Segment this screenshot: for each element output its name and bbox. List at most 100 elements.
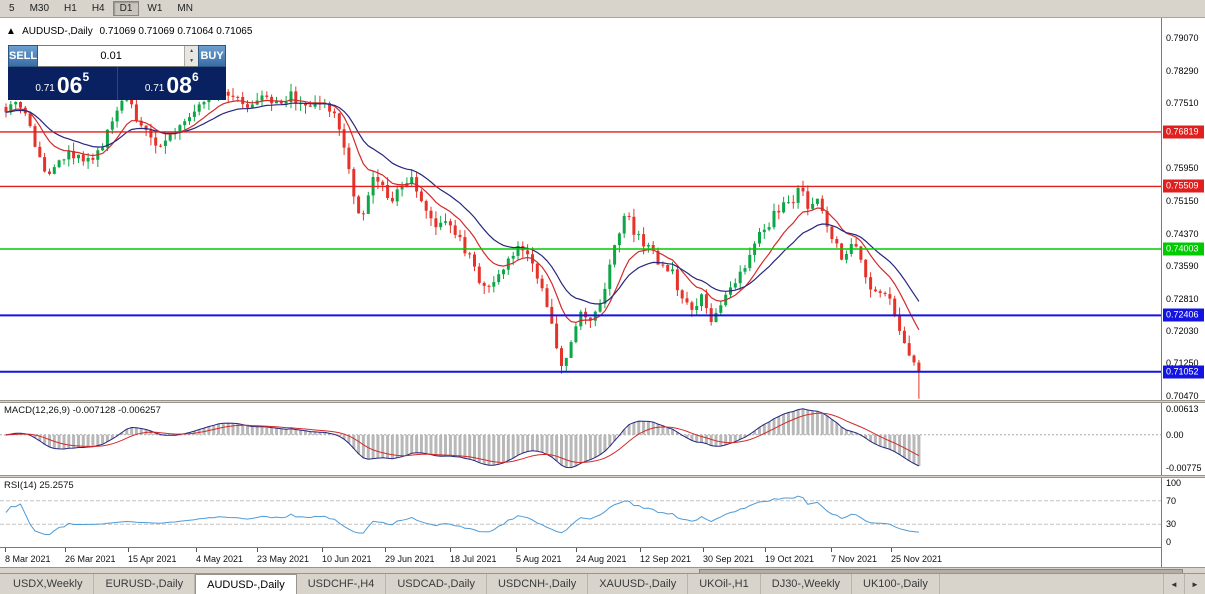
- macd-label: MACD(12,26,9) -0.007128 -0.006257: [4, 405, 161, 416]
- price-level-badge: 0.71052: [1163, 365, 1204, 379]
- timeframe-button-mn[interactable]: MN: [170, 1, 200, 16]
- chart-tab-eurusd-daily[interactable]: EURUSD-,Daily: [94, 574, 196, 594]
- trade-buttons-row: SELL ▲ ▼ BUY: [8, 45, 226, 67]
- price-axis-label: 0.75150: [1166, 196, 1199, 207]
- volume-increase-button[interactable]: ▲: [185, 46, 199, 56]
- price-axis-label: 0.79070: [1166, 33, 1199, 44]
- price-level-badge: 0.72406: [1163, 308, 1204, 322]
- date-axis-label: 12 Sep 2021: [640, 554, 692, 564]
- date-axis-tick: [576, 548, 577, 552]
- sell-button[interactable]: SELL: [8, 45, 39, 67]
- sell-price-prefix: 0.71: [35, 83, 55, 94]
- chart-tab-usdcad-daily[interactable]: USDCAD-,Daily: [386, 574, 487, 594]
- chart-title: ▲ AUDUSD-,Daily 0.71069 0.71069 0.71064 …: [6, 26, 256, 37]
- date-axis-label: 29 Jun 2021: [385, 554, 435, 564]
- chart-tab-uk100-daily[interactable]: UK100-,Daily: [852, 574, 940, 594]
- timeframe-button-5[interactable]: 5: [2, 1, 22, 16]
- macd-indicator-pane: MACD(12,26,9) -0.007128 -0.006257: [0, 403, 1205, 475]
- rsi-axis-label: 100: [1166, 478, 1182, 488]
- buy-price-big-digits: 08: [166, 72, 192, 99]
- pane-splitter[interactable]: [0, 475, 1205, 478]
- price-axis-label: 0.75950: [1166, 163, 1199, 174]
- price-level-badge: 0.74003: [1163, 242, 1204, 256]
- tab-scroll-buttons: ◄ ►: [1163, 574, 1205, 594]
- chart-tab-audusd-daily[interactable]: AUDUSD-,Daily: [195, 574, 297, 594]
- chart-tab-usdchf-h4[interactable]: USDCHF-,H4: [297, 574, 387, 594]
- price-axis-label: 0.77510: [1166, 98, 1199, 109]
- price-divider: [116, 67, 118, 100]
- date-axis-tick: [640, 548, 641, 552]
- chart-tab-xauusd-daily[interactable]: XAUUSD-,Daily: [588, 574, 689, 594]
- date-axis-label: 26 Mar 2021: [65, 554, 116, 564]
- timeframe-button-h4[interactable]: H4: [85, 1, 112, 16]
- rsi-axis-label: 0: [1166, 537, 1172, 547]
- price-level-badge: 0.76819: [1163, 125, 1204, 139]
- sell-price-big-digits: 06: [56, 72, 83, 99]
- timeframe-toolbar: 5 M30 H1 H4 D1 W1 MN: [0, 0, 1205, 18]
- date-axis-tick: [831, 548, 832, 552]
- date-axis-label: 18 Jul 2021: [450, 554, 497, 564]
- date-axis-tick: [257, 548, 258, 552]
- date-axis-tick: [322, 548, 323, 552]
- volume-input[interactable]: [38, 46, 185, 66]
- one-click-trading-panel: SELL ▲ ▼ BUY 0.71 06 5 0.71: [8, 45, 226, 100]
- date-axis-label: 7 Nov 2021: [831, 554, 878, 564]
- rsi-canvas[interactable]: [0, 478, 1161, 547]
- macd-canvas[interactable]: [0, 403, 1161, 475]
- chart-symbol-label: AUDUSD-,Daily: [22, 26, 93, 37]
- date-axis-tick: [128, 548, 129, 552]
- buy-button[interactable]: BUY: [198, 45, 226, 67]
- price-axis-label: 0.72030: [1166, 326, 1199, 336]
- price-axis-label: 0.73590: [1166, 261, 1199, 272]
- date-axis-tick: [5, 548, 6, 552]
- buy-price-prefix: 0.71: [144, 83, 165, 94]
- price-chart-canvas[interactable]: [0, 18, 1161, 400]
- date-axis-tick: [765, 548, 766, 552]
- timeframe-button-h1[interactable]: H1: [57, 1, 84, 16]
- pane-splitter[interactable]: [0, 400, 1205, 403]
- chart-tab-ukoil-h1[interactable]: UKOil-,H1: [688, 574, 761, 594]
- date-axis-label: 19 Oct 2021: [765, 554, 815, 564]
- chart-tab-usdcnh-daily[interactable]: USDCNH-,Daily: [487, 574, 589, 594]
- timeframe-button-w1[interactable]: W1: [140, 1, 169, 16]
- date-axis-label: 5 Aug 2021: [516, 554, 562, 564]
- date-axis-label: 15 Apr 2021: [128, 554, 177, 564]
- price-axis[interactable]: 0.79070 0.78290 0.77510 0.75950 0.75150 0.743…: [1161, 18, 1205, 567]
- date-axis-label: 24 Aug 2021: [576, 554, 627, 564]
- date-axis-tick: [196, 548, 197, 552]
- date-axis-tick: [516, 548, 517, 552]
- chart-ohlc-values: 0.71069 0.71069 0.71064 0.71065: [99, 26, 253, 37]
- date-axis-label: 10 Jun 2021: [322, 554, 372, 564]
- chart-tab-usdx-weekly[interactable]: USDX,Weekly: [2, 574, 95, 594]
- date-axis-label: 8 Mar 2021: [5, 554, 51, 564]
- rsi-indicator-pane: RSI(14) 25.2575: [0, 478, 1205, 547]
- date-axis-tick: [385, 548, 386, 552]
- volume-box: ▲ ▼: [38, 45, 199, 67]
- date-axis-label: 23 May 2021: [257, 554, 310, 564]
- volume-spinner: ▲ ▼: [184, 46, 199, 66]
- date-axis-tick: [703, 548, 704, 552]
- time-axis[interactable]: 8 Mar 2021 26 Mar 2021 15 Apr 2021 4 May 20…: [0, 547, 1205, 567]
- date-axis-tick: [891, 548, 892, 552]
- macd-axis-label: -0.00775: [1166, 462, 1202, 473]
- chart-tab-dj30-weekly[interactable]: DJ30-,Weekly: [761, 574, 853, 594]
- tabs-scroll-left-button[interactable]: ◄: [1163, 574, 1184, 594]
- price-axis-label: 0.70470: [1166, 390, 1199, 401]
- price-axis-label: 0.78290: [1166, 65, 1199, 76]
- buy-price-display: 0.71 08 6: [118, 67, 227, 100]
- sell-price-display: 0.71 06 5: [8, 67, 117, 100]
- timeframe-button-d1[interactable]: D1: [112, 1, 140, 16]
- date-axis-label: 25 Nov 2021: [891, 554, 943, 564]
- price-axis-label: 0.74370: [1166, 228, 1199, 239]
- chart-marker-icon: ▲: [6, 26, 16, 37]
- timeframe-button-m30[interactable]: M30: [23, 1, 56, 16]
- rsi-axis-label: 30: [1166, 519, 1177, 530]
- sell-price-pip-digit: 5: [82, 70, 90, 84]
- volume-decrease-button[interactable]: ▼: [185, 56, 199, 66]
- date-axis-tick: [450, 548, 451, 552]
- price-axis-label: 0.71250: [1166, 358, 1199, 369]
- date-axis-label: 30 Sep 2021: [703, 554, 755, 564]
- tabs-scroll-right-button[interactable]: ►: [1184, 574, 1205, 594]
- price-level-badge: 0.75509: [1163, 179, 1204, 193]
